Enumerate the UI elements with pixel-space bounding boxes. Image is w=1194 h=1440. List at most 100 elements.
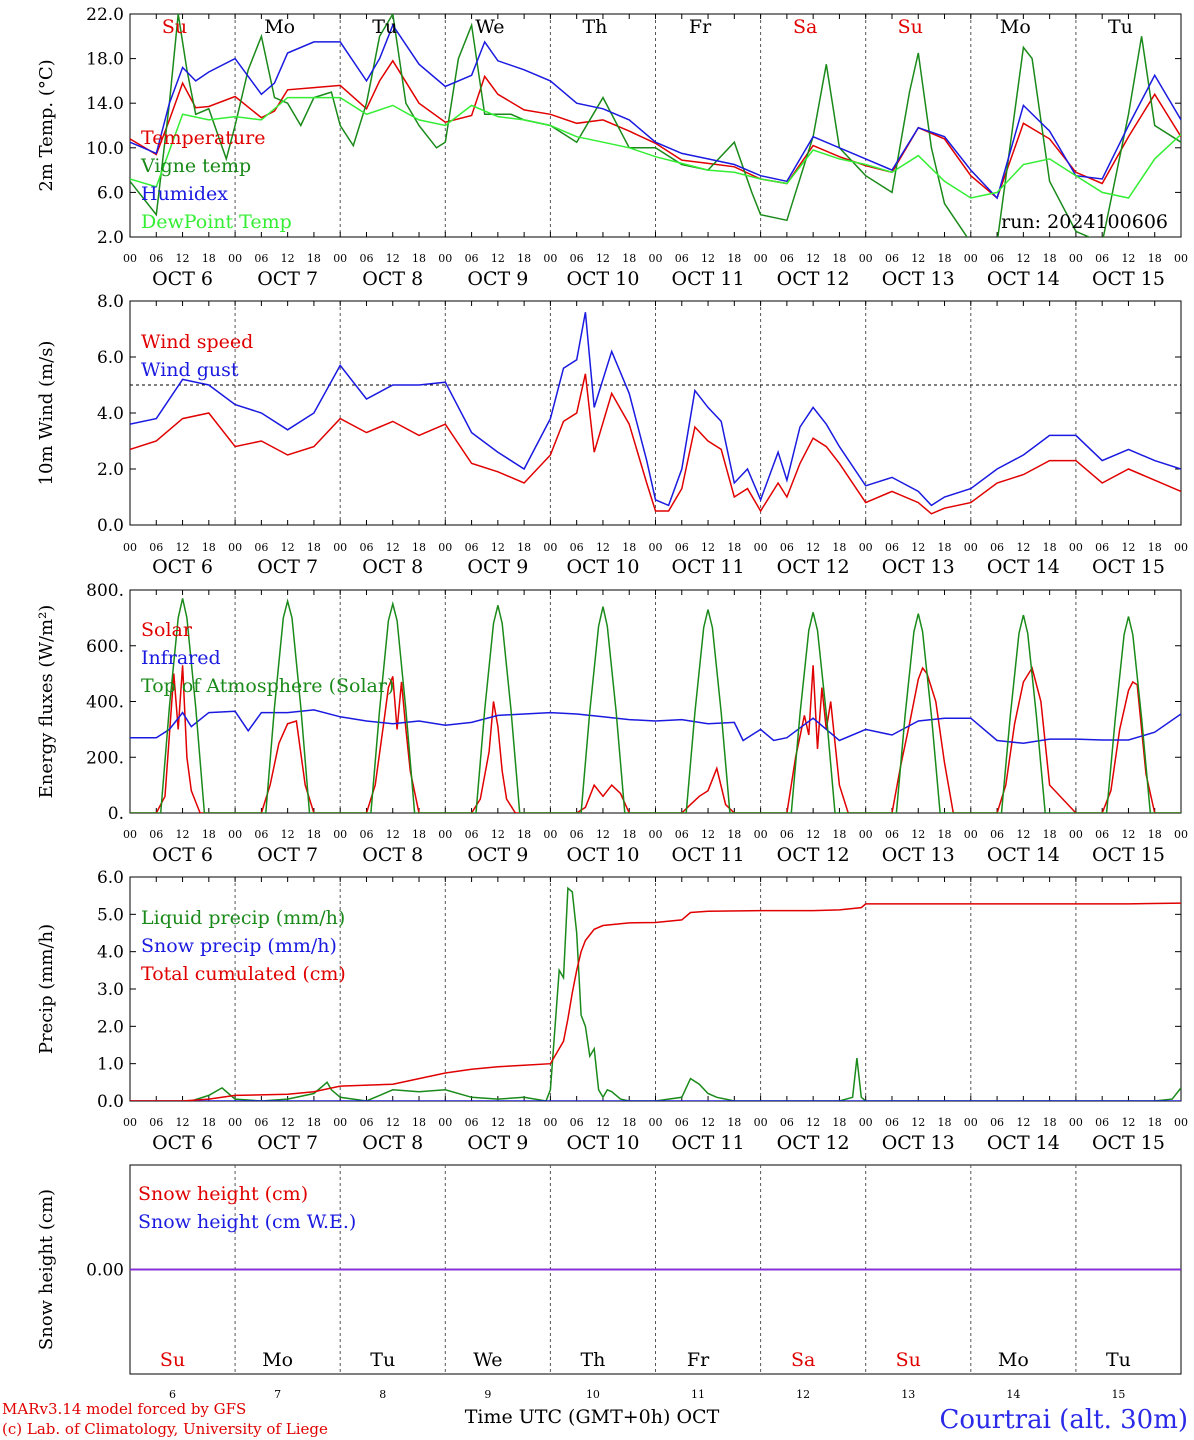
date-label: OCT 8 — [362, 268, 423, 290]
hour-tick-label: 00 — [649, 541, 663, 554]
weekday-label: Tu — [372, 16, 397, 38]
hour-tick-label: 06 — [465, 1116, 479, 1129]
series-liquid-precip-mm-h- — [130, 886, 1181, 1101]
hour-tick-label: 00 — [964, 1116, 978, 1129]
day-number: 6 — [169, 1388, 176, 1401]
day-number: 15 — [1111, 1388, 1125, 1401]
weekday-label: Su — [898, 16, 923, 38]
legend-entry: Snow height (cm W.E.) — [138, 1211, 356, 1233]
day-number: 13 — [901, 1388, 915, 1401]
hour-tick-label: 06 — [149, 828, 163, 841]
date-label: OCT 15 — [1092, 268, 1165, 290]
hour-tick-label: 00 — [333, 828, 347, 841]
legend-entry: Total cumulated (cm) — [141, 963, 346, 985]
series-wind-speed — [130, 373, 1181, 515]
hour-tick-label: 06 — [570, 541, 584, 554]
date-label: OCT 13 — [882, 268, 955, 290]
hour-tick-label: 18 — [832, 828, 846, 841]
hour-tick-label: 06 — [675, 1116, 689, 1129]
hour-tick-label: 18 — [307, 252, 321, 265]
hour-tick-label: 12 — [1016, 252, 1030, 265]
series-total-cumulated-cm- — [130, 902, 1181, 1101]
hour-tick-label: 18 — [517, 828, 531, 841]
date-label: OCT 7 — [257, 268, 318, 290]
date-label: OCT 15 — [1092, 1132, 1165, 1154]
legend-entry: Temperature — [141, 127, 265, 149]
hour-tick-label: 18 — [938, 1116, 952, 1129]
hour-tick-label: 18 — [832, 541, 846, 554]
legend-entry: Top of Atmosphere (Solar) — [141, 675, 394, 697]
hour-tick-label: 00 — [333, 541, 347, 554]
hour-tick-label: 06 — [675, 252, 689, 265]
date-label: OCT 12 — [777, 1132, 850, 1154]
hour-tick-label: 18 — [517, 252, 531, 265]
date-label: OCT 11 — [672, 1132, 745, 1154]
hour-tick-label: 06 — [780, 252, 794, 265]
y-tick-label: 8.0 — [97, 292, 124, 312]
hour-tick-label: 18 — [202, 541, 216, 554]
hour-tick-label: 00 — [1174, 541, 1188, 554]
date-label: OCT 9 — [467, 844, 528, 866]
hour-tick-label: 00 — [964, 541, 978, 554]
plot-frame — [129, 300, 1182, 526]
hour-tick-label: 00 — [649, 1116, 663, 1129]
hour-tick-label: 00 — [1069, 252, 1083, 265]
hour-tick-label: 00 — [333, 252, 347, 265]
weekday-label: Sa — [793, 16, 817, 38]
hour-tick-label: 12 — [806, 1116, 820, 1129]
hour-tick-label: 12 — [701, 828, 715, 841]
weekday-label: Tu — [1106, 1349, 1131, 1371]
weekday-label: We — [475, 16, 504, 38]
hour-tick-label: 18 — [938, 828, 952, 841]
legend-entry: DewPoint Temp — [141, 211, 292, 233]
date-label: OCT 11 — [672, 844, 745, 866]
hour-tick-label: 18 — [1043, 828, 1057, 841]
panel-5: 0.00 Snow height (cm) Snow height (cm) Snow… — [36, 1164, 1182, 1401]
hour-tick-label: 06 — [885, 252, 899, 265]
hour-tick-label: 06 — [885, 1116, 899, 1129]
hour-tick-label: 00 — [123, 828, 137, 841]
date-label: OCT 10 — [566, 1132, 639, 1154]
date-label: OCT 10 — [566, 844, 639, 866]
date-label: OCT 15 — [1092, 556, 1165, 578]
series-solar — [130, 665, 1181, 813]
y-tick-label: 3.0 — [97, 980, 124, 1000]
weekday-label: Mo — [262, 1349, 293, 1371]
hour-tick-label: 06 — [570, 252, 584, 265]
hour-tick-label: 06 — [149, 252, 163, 265]
hour-tick-label: 18 — [727, 1116, 741, 1129]
hour-tick-label: 06 — [254, 828, 268, 841]
hour-tick-label: 18 — [1043, 1116, 1057, 1129]
hour-tick-label: 00 — [333, 1116, 347, 1129]
weekday-label: We — [473, 1349, 502, 1371]
hour-tick-label: 12 — [911, 828, 925, 841]
hour-tick-label: 00 — [228, 541, 242, 554]
hour-tick-label: 12 — [281, 828, 295, 841]
hour-tick-label: 12 — [1121, 828, 1135, 841]
hour-tick-label: 06 — [254, 1116, 268, 1129]
date-label: OCT 9 — [467, 268, 528, 290]
hour-tick-label: 00 — [1069, 828, 1083, 841]
hour-tick-label: 06 — [149, 541, 163, 554]
panel-1: 00 06 12 18 00 06 12 18 00 06 12 18 00 06 12 18 00 06 12 18… — [36, 5, 1188, 290]
hour-tick-label: 18 — [622, 1116, 636, 1129]
hour-tick-label: 12 — [1016, 1116, 1030, 1129]
hour-tick-label: 06 — [570, 1116, 584, 1129]
y-axis-label: Precip (mm/h) — [36, 924, 57, 1054]
hour-tick-label: 06 — [465, 828, 479, 841]
run-annotation: run: 2024100606 — [1001, 211, 1168, 233]
hour-tick-label: 12 — [386, 252, 400, 265]
hour-tick-label: 06 — [1095, 828, 1109, 841]
legend-entry: Humidex — [141, 183, 228, 205]
plot-frame — [129, 589, 1182, 814]
hour-tick-label: 00 — [859, 252, 873, 265]
legend-entry: Infrared — [141, 647, 221, 669]
hour-tick-label: 00 — [438, 828, 452, 841]
hour-tick-label: 00 — [964, 828, 978, 841]
hour-tick-label: 18 — [1148, 1116, 1162, 1129]
hour-tick-label: 12 — [176, 1116, 190, 1129]
date-label: OCT 13 — [882, 844, 955, 866]
date-label: OCT 6 — [152, 844, 213, 866]
y-tick-label: 800. — [86, 581, 124, 601]
y-tick-label: 2.0 — [97, 460, 124, 480]
